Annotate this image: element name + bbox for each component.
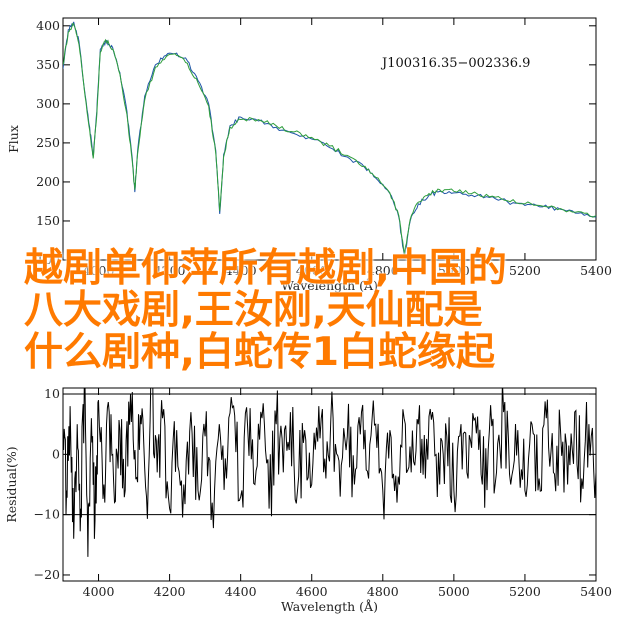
top-y-tick-label: 300 <box>36 96 60 111</box>
top-y-tick-label: 100 <box>36 252 60 267</box>
top-x-tick-label: 4800 <box>367 263 399 278</box>
top-y-tick-label: 150 <box>36 213 60 228</box>
flux-y-axis-title: Flux <box>6 125 21 153</box>
flux-plot-frame <box>62 17 597 261</box>
bot-x-tick-label: 5400 <box>580 584 612 599</box>
overlay-line-1: 越剧单仰萍所有越剧,中国的 <box>24 246 507 291</box>
top-x-tick-label: 4200 <box>154 263 186 278</box>
top-x-tick-label: 4400 <box>225 263 257 278</box>
top-y-tick-label: 250 <box>36 135 60 150</box>
bot-x-tick-label: 4200 <box>154 584 186 599</box>
bot-y-tick-label: −20 <box>34 567 60 582</box>
residual-y-axis-title: Residual(%) <box>4 446 19 522</box>
object-id-annotation: J100316.35−002336.9 <box>380 56 530 71</box>
bot-x-tick-label: 4000 <box>83 584 115 599</box>
top-x-tick-label: 4000 <box>83 263 115 278</box>
residual-plot-frame <box>62 387 597 582</box>
residual-x-axis-title: Wavelength (Å) <box>281 599 378 614</box>
bot-x-tick-label: 4400 <box>225 584 257 599</box>
overlay-line-3: 什么剧种,白蛇传1白蛇缘起 <box>24 330 495 375</box>
residual-chart: 4000 4200 4400 4600 4800 5000 5200 5400 −20 −10 0 1… <box>4 386 612 614</box>
bot-x-tick-label: 5000 <box>438 584 470 599</box>
top-y-tick-label: 200 <box>36 174 60 189</box>
top-x-tick-label: 5000 <box>438 263 470 278</box>
bot-series-line-1 <box>63 388 596 557</box>
bot-x-tick-label: 5200 <box>509 584 541 599</box>
overlay-caption: 越剧单仰萍所有越剧,中国的 八大戏剧,王汝刚,天仙配是 什么剧种,白蛇传1白蛇缘… <box>24 248 624 374</box>
flux-x-axis-title: Wavelength (Å) <box>281 278 378 293</box>
top-x-tick-label: 4600 <box>296 263 328 278</box>
top-x-tick-label: 5200 <box>509 263 541 278</box>
overlay-line-2: 八大戏剧,王汝刚,天仙配是 <box>24 288 483 333</box>
flux-chart: 4000 4200 4400 4600 4800 5000 5200 5400 100 150 20… <box>6 17 612 293</box>
bot-y-tick-label: −10 <box>34 507 60 522</box>
bot-y-tick-label: 0 <box>52 446 60 461</box>
bot-x-tick-label: 4600 <box>296 584 328 599</box>
top-series-line-2 <box>63 22 596 255</box>
top-y-tick-label: 400 <box>36 18 60 33</box>
top-x-tick-label: 5400 <box>580 263 612 278</box>
top-y-tick-label: 350 <box>36 57 60 72</box>
bot-x-tick-label: 4800 <box>367 584 399 599</box>
bot-y-tick-label: 10 <box>44 386 60 401</box>
